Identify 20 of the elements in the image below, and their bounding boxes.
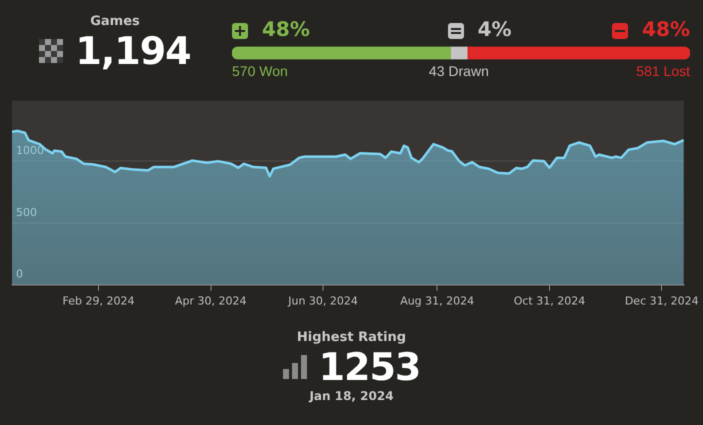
y-tick-label: 500 <box>16 206 37 219</box>
y-tick-label: 1000 <box>16 144 44 158</box>
y-tick-label: 0 <box>16 268 23 281</box>
x-tick-label: Feb 29, 2024 <box>62 294 134 308</box>
text: Jan 18, 2024 <box>308 389 395 403</box>
text: 1,194 <box>75 29 191 73</box>
x-tick-label: Dec 31, 2024 <box>624 294 699 308</box>
data-label: 581 Lost <box>636 62 690 79</box>
data-label: 43 Drawn <box>428 62 489 79</box>
x-tick-label: Oct 31, 2024 <box>514 294 586 308</box>
text: 1253 <box>318 345 420 389</box>
text: 48% <box>642 17 690 42</box>
text: 48% <box>262 17 310 42</box>
data-label: 570 Won <box>232 62 288 79</box>
x-tick-label: Jun 30, 2024 <box>287 294 358 308</box>
x-tick-label: Apr 30, 2024 <box>175 294 247 308</box>
text: 4% <box>478 17 512 42</box>
x-tick-label: Aug 31, 2024 <box>400 294 474 308</box>
text: Games <box>89 14 141 29</box>
text: Highest Rating <box>296 330 408 345</box>
